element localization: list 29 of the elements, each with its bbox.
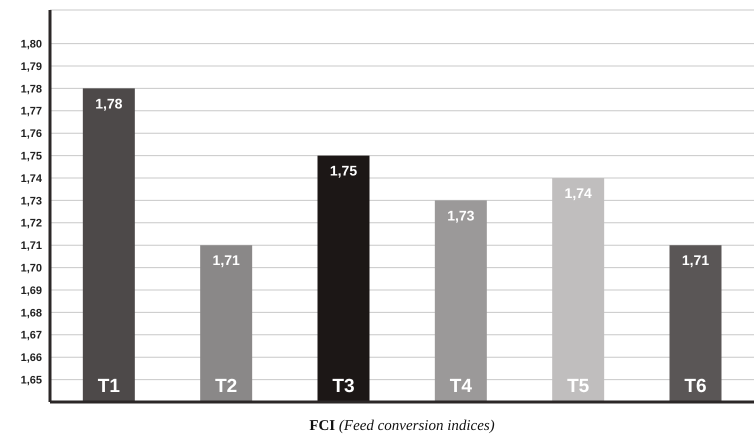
y-tick-label: 1,80: [20, 38, 42, 51]
y-tick-label: 1,65: [20, 374, 42, 387]
y-tick-label: 1,78: [20, 83, 42, 96]
data-label: 1,78: [95, 95, 123, 112]
x-axis-title: FCI (Feed conversion indices): [309, 418, 495, 434]
y-tick-label: 1,79: [20, 60, 42, 73]
y-tick-label: 1,77: [20, 106, 42, 118]
data-label: 1,75: [330, 162, 358, 179]
y-tick-label: 1,68: [20, 307, 42, 320]
y-tick-label: 1,67: [20, 330, 42, 342]
x-tick-label: T6: [684, 376, 707, 397]
y-tick-label: 1,74: [20, 172, 43, 185]
x-tick-label: T4: [450, 376, 472, 397]
data-label: 1,71: [212, 252, 240, 268]
y-tick-label: 1,70: [20, 262, 42, 275]
data-label: 1,74: [564, 184, 592, 201]
y-tick-label: 1,69: [20, 284, 42, 297]
x-tick-label: T3: [332, 376, 355, 397]
y-tick-label: 1,73: [20, 195, 42, 208]
x-tick-label: T1: [98, 376, 120, 397]
y-tick-label: 1,75: [20, 150, 42, 163]
y-tick-label: 1,76: [20, 128, 42, 140]
data-label: 1,73: [447, 207, 475, 224]
x-tick-label: T2: [215, 376, 238, 397]
y-tick-label: 1,72: [20, 218, 42, 230]
y-tick-label: 1,71: [20, 240, 42, 252]
data-label: 1,71: [682, 252, 710, 268]
x-tick-label: T5: [567, 376, 590, 397]
y-tick-label: 1,66: [20, 352, 42, 364]
